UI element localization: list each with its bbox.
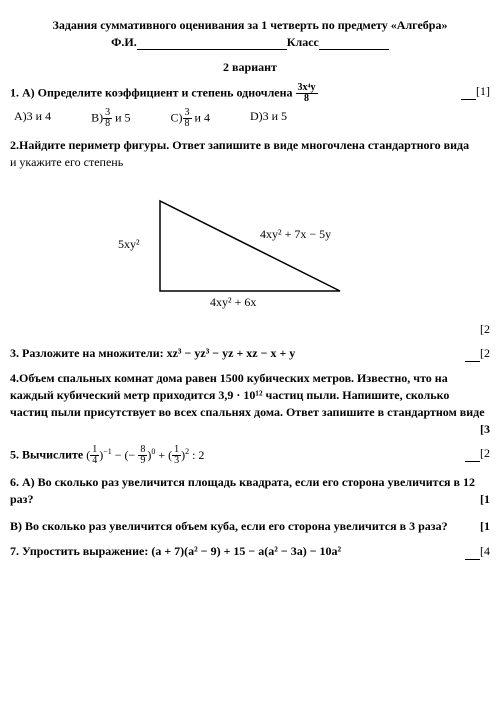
variant-label: 2 вариант (10, 60, 490, 75)
question-2: 2.Найдите периметр фигуры. Ответ запишит… (10, 137, 490, 337)
q4-line1: 4.Объем спальных комнат дома равен 1500 … (10, 370, 490, 387)
q4-line3: частиц пыли присутствует во всех спальня… (10, 404, 490, 421)
class-label: Класс (287, 35, 319, 49)
triangle-svg (120, 181, 380, 311)
q3-text: 3. Разложите на множители: xz³ − yz³ − y… (10, 346, 295, 360)
question-1: 1. А) Определите коэффициент и степень о… (10, 83, 490, 129)
q5-expr: (14)−1 − (− 89)0 + (13)2 : 2 (86, 448, 204, 462)
page-title: Задания суммативного оценивания за 1 чет… (10, 18, 490, 33)
q5-points: [2 (465, 445, 490, 462)
q6-line-a2: раз? (10, 492, 34, 506)
q1-frac-den: 8 (296, 94, 318, 104)
q6-line-a: 6. А) Во сколько раз увеличится площадь … (10, 474, 490, 491)
tri-label-hyp: 4xy² + 7x − 5y (260, 226, 331, 243)
q2-line1: 2.Найдите периметр фигуры. Ответ запишит… (10, 137, 490, 154)
q1-opt-a: А)3 и 4 (14, 108, 51, 129)
q1-text: 1. А) Определите коэффициент и степень о… (10, 85, 296, 99)
q1-fraction: 3x⁴y 8 (296, 83, 318, 104)
q6-points-b: [1 (480, 518, 490, 535)
q1-options: А)3 и 4 В)38 и 5 С)38 и 4 D)3 и 5 (14, 108, 490, 129)
q1-points: [1] (461, 83, 490, 100)
question-3: 3. Разложите на множители: xz³ − yz³ − y… (10, 345, 490, 362)
q4-points: [3 (480, 421, 490, 438)
question-7: 7. Упростить выражение: (a + 7)(a² − 9) … (10, 543, 490, 560)
q2-line2: и укажите его степень (10, 154, 490, 171)
tri-label-bot: 4xy² + 6x (210, 294, 256, 311)
question-4: 4.Объем спальных комнат дома равен 1500 … (10, 370, 490, 437)
q5-label: 5. Вычислите (10, 448, 86, 462)
q7-points: [4 (465, 543, 490, 560)
q2-points: [2 (480, 321, 490, 338)
q4-line2: каждый кубический метр приходится 3,9 · … (10, 387, 490, 404)
question-6: 6. А) Во сколько раз увеличится площадь … (10, 474, 490, 534)
q1-opt-b: В)38 и 5 (91, 108, 130, 129)
class-blank (319, 49, 389, 50)
fi-label: Ф.И. (111, 35, 137, 49)
q3-points: [2 (465, 345, 490, 362)
q1-opt-c: С)38 и 4 (171, 108, 210, 129)
q6-points-a: [1 (480, 491, 490, 508)
q6-line-b: В) Во сколько раз увеличится объем куба,… (10, 519, 448, 533)
q2-triangle: 5xy² 4xy² + 7x − 5y 4xy² + 6x (120, 181, 380, 311)
fi-blank (137, 49, 287, 50)
q1-opt-d: D)3 и 5 (250, 108, 287, 129)
q7-text: 7. Упростить выражение: (a + 7)(a² − 9) … (10, 544, 341, 558)
name-class-line: Ф.И. Класс (10, 35, 490, 50)
tri-label-left: 5xy² (118, 236, 140, 253)
question-5: 5. Вычислите (14)−1 − (− 89)0 + (13)2 : … (10, 445, 490, 466)
